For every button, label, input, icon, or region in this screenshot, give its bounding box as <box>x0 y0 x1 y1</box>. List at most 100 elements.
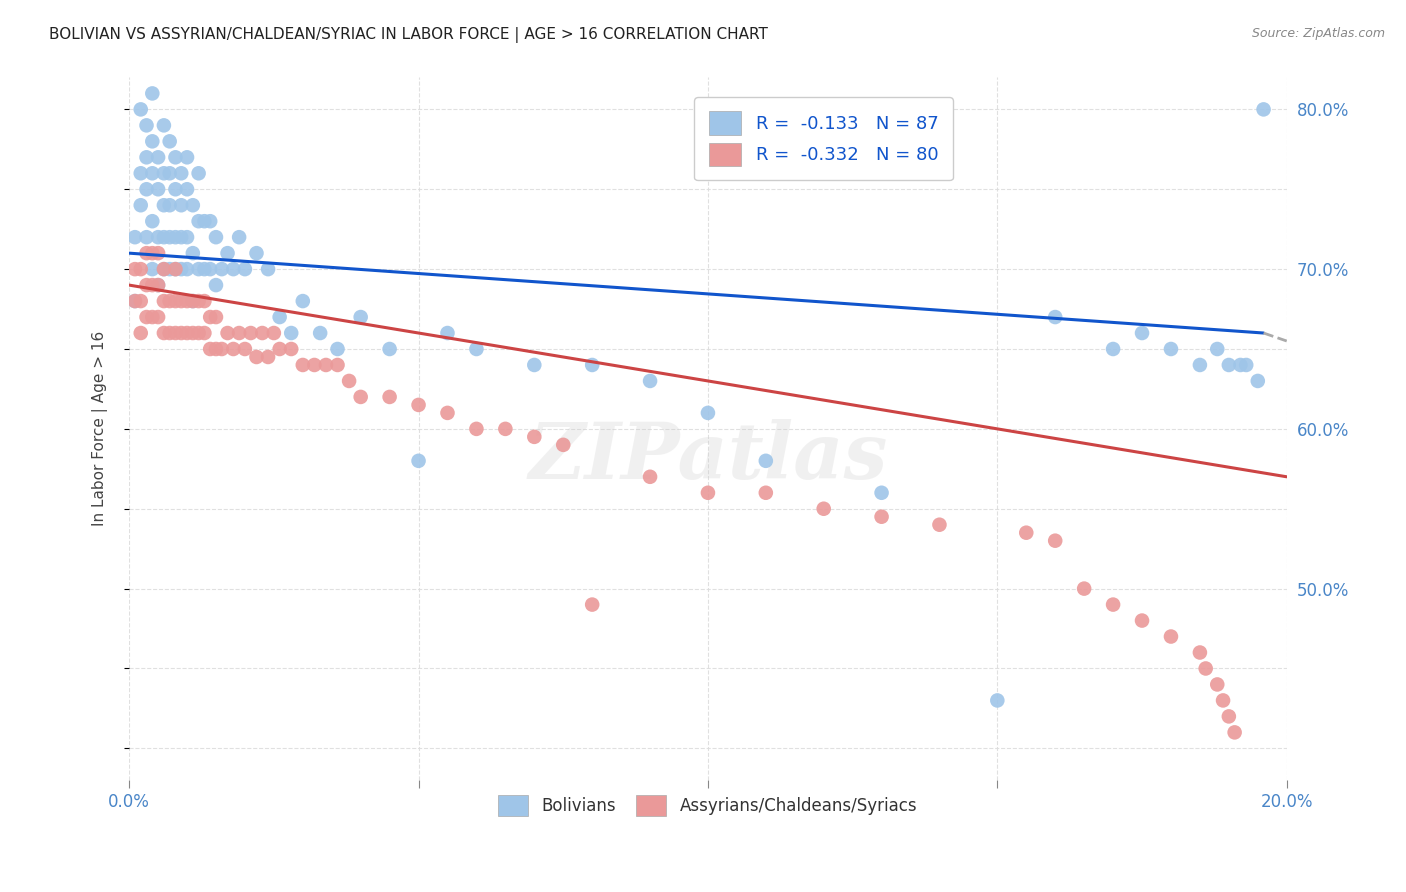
Point <box>378 342 401 356</box>
Point <box>129 294 152 309</box>
Point <box>263 326 285 340</box>
Point <box>1253 103 1275 117</box>
Point <box>523 358 546 372</box>
Point <box>176 230 198 244</box>
Point <box>315 358 337 372</box>
Point <box>436 326 458 340</box>
Point <box>141 214 163 228</box>
Point <box>187 166 209 180</box>
Point <box>146 278 169 293</box>
Point <box>146 230 169 244</box>
Point <box>1188 646 1211 660</box>
Point <box>1206 342 1229 356</box>
Point <box>198 214 221 228</box>
Point <box>465 422 488 436</box>
Text: Source: ZipAtlas.com: Source: ZipAtlas.com <box>1251 27 1385 40</box>
Point <box>193 214 215 228</box>
Point <box>1247 374 1270 388</box>
Point <box>135 278 157 293</box>
Point <box>129 166 152 180</box>
Point <box>813 501 835 516</box>
Point <box>280 326 302 340</box>
Point <box>135 150 157 164</box>
Text: ZIPatlas: ZIPatlas <box>529 418 887 495</box>
Point <box>159 134 181 148</box>
Point <box>233 262 256 277</box>
Point <box>146 150 169 164</box>
Point <box>153 262 176 277</box>
Point <box>638 374 661 388</box>
Point <box>1160 342 1182 356</box>
Point <box>141 310 163 324</box>
Point <box>928 517 950 532</box>
Point <box>146 310 169 324</box>
Point <box>350 310 373 324</box>
Point <box>159 230 181 244</box>
Point <box>187 294 209 309</box>
Point <box>165 182 187 196</box>
Point <box>205 342 228 356</box>
Point <box>187 262 209 277</box>
Point <box>159 326 181 340</box>
Point <box>141 166 163 180</box>
Point <box>129 326 152 340</box>
Point <box>350 390 373 404</box>
Point <box>257 350 280 364</box>
Point <box>159 198 181 212</box>
Point <box>1195 661 1218 675</box>
Point <box>269 310 291 324</box>
Point <box>1218 709 1240 723</box>
Point <box>153 166 176 180</box>
Point <box>755 485 778 500</box>
Point <box>1073 582 1095 596</box>
Point <box>141 278 163 293</box>
Point <box>217 246 239 260</box>
Point <box>176 294 198 309</box>
Point <box>165 326 187 340</box>
Point <box>170 326 193 340</box>
Point <box>153 294 176 309</box>
Point <box>187 214 209 228</box>
Point <box>198 310 221 324</box>
Point <box>1160 630 1182 644</box>
Point <box>245 350 267 364</box>
Point <box>697 485 720 500</box>
Point <box>408 454 430 468</box>
Point <box>135 230 157 244</box>
Point <box>1130 326 1153 340</box>
Point <box>165 262 187 277</box>
Point <box>124 262 146 277</box>
Point <box>494 422 516 436</box>
Point <box>129 103 152 117</box>
Point <box>181 198 204 212</box>
Point <box>581 598 603 612</box>
Point <box>170 230 193 244</box>
Point <box>176 326 198 340</box>
Point <box>165 262 187 277</box>
Point <box>170 198 193 212</box>
Point <box>153 326 176 340</box>
Point <box>228 230 250 244</box>
Point <box>205 278 228 293</box>
Point <box>233 342 256 356</box>
Point <box>135 310 157 324</box>
Point <box>153 262 176 277</box>
Point <box>153 119 176 133</box>
Point <box>205 230 228 244</box>
Point <box>198 342 221 356</box>
Point <box>870 485 893 500</box>
Point <box>222 262 245 277</box>
Point <box>205 310 228 324</box>
Point <box>124 294 146 309</box>
Point <box>638 470 661 484</box>
Point <box>870 509 893 524</box>
Point <box>124 230 146 244</box>
Point <box>193 326 215 340</box>
Text: BOLIVIAN VS ASSYRIAN/CHALDEAN/SYRIAC IN LABOR FORCE | AGE > 16 CORRELATION CHART: BOLIVIAN VS ASSYRIAN/CHALDEAN/SYRIAC IN … <box>49 27 768 43</box>
Point <box>1045 533 1067 548</box>
Point <box>211 262 233 277</box>
Point <box>309 326 332 340</box>
Point <box>1102 342 1125 356</box>
Point <box>1102 598 1125 612</box>
Point <box>1212 693 1234 707</box>
